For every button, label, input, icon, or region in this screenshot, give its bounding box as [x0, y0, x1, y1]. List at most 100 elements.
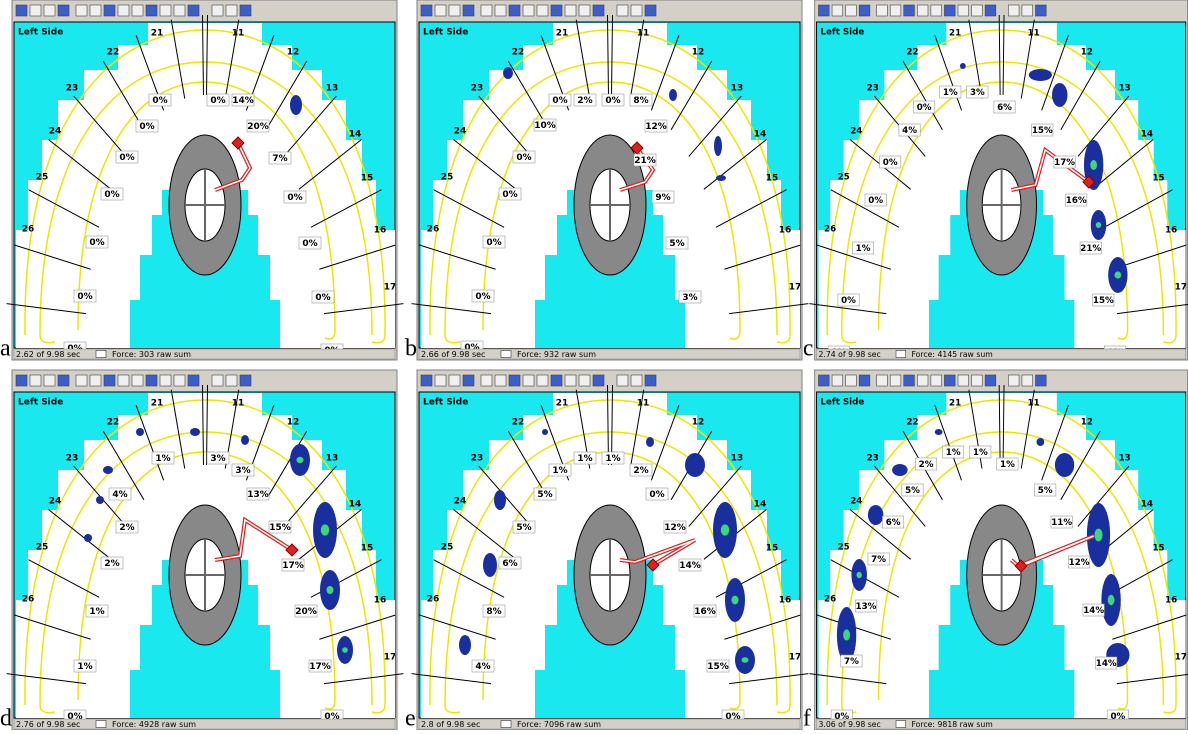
toolbar-button[interactable]: [188, 5, 199, 16]
toolbar-button[interactable]: [421, 375, 432, 386]
toolbar-button[interactable]: [435, 5, 446, 16]
toolbar-button[interactable]: [565, 5, 576, 16]
toolbar-button[interactable]: [972, 5, 983, 16]
toolbar-button[interactable]: [449, 375, 460, 386]
toolbar-button[interactable]: [565, 375, 576, 386]
toolbar-button[interactable]: [917, 375, 928, 386]
toolbar-button[interactable]: [846, 375, 857, 386]
toolbar-button[interactable]: [16, 5, 27, 16]
toolbar-button[interactable]: [523, 5, 534, 16]
toolbar-button[interactable]: [917, 5, 928, 16]
toolbar-button[interactable]: [118, 375, 129, 386]
toolbar-button[interactable]: [890, 375, 901, 386]
toolbar-button[interactable]: [44, 375, 55, 386]
toolbar-button[interactable]: [819, 375, 830, 386]
toolbar-button[interactable]: [240, 375, 251, 386]
toolbar-button[interactable]: [832, 375, 843, 386]
toolbar-button[interactable]: [958, 5, 969, 16]
toolbar-button[interactable]: [551, 375, 562, 386]
toolbar-button[interactable]: [1008, 375, 1019, 386]
toolbar-button[interactable]: [212, 5, 223, 16]
toolbar-button[interactable]: [931, 5, 942, 16]
toolbar-button[interactable]: [226, 375, 237, 386]
force-blob: [646, 437, 654, 447]
toolbar-button[interactable]: [537, 375, 548, 386]
toolbar-button[interactable]: [30, 5, 41, 16]
toolbar-button[interactable]: [76, 375, 87, 386]
tooth-label: 23: [66, 454, 79, 464]
toolbar-button[interactable]: [509, 5, 520, 16]
toolbar-button[interactable]: [551, 5, 562, 16]
toolbar-button[interactable]: [212, 375, 223, 386]
toolbar-button[interactable]: [76, 5, 87, 16]
toolbar-button[interactable]: [877, 375, 888, 386]
toolbar-button[interactable]: [523, 375, 534, 386]
toolbar-button[interactable]: [495, 375, 506, 386]
toolbar-button[interactable]: [174, 5, 185, 16]
toolbar-button[interactable]: [819, 5, 830, 16]
toolbar-button[interactable]: [160, 375, 171, 386]
toolbar-button[interactable]: [593, 375, 604, 386]
toolbar-button[interactable]: [463, 5, 474, 16]
toolbar-button[interactable]: [617, 375, 628, 386]
toolbar-button[interactable]: [463, 375, 474, 386]
toolbar-button[interactable]: [958, 375, 969, 386]
toolbar-button[interactable]: [421, 5, 432, 16]
toolbar-button[interactable]: [617, 5, 628, 16]
toolbar-button[interactable]: [859, 5, 870, 16]
toolbar-button[interactable]: [44, 5, 55, 16]
toolbar-button[interactable]: [1008, 5, 1019, 16]
toolbar-button[interactable]: [1036, 5, 1047, 16]
toolbar-button[interactable]: [132, 375, 143, 386]
toolbar-button[interactable]: [16, 375, 27, 386]
toolbar-button[interactable]: [58, 375, 69, 386]
toolbar-button[interactable]: [481, 5, 492, 16]
toolbar-button[interactable]: [972, 375, 983, 386]
toolbar-button[interactable]: [449, 5, 460, 16]
toolbar-button[interactable]: [58, 5, 69, 16]
view-label: Left Side: [423, 398, 468, 408]
toolbar-button[interactable]: [593, 5, 604, 16]
toolbar-button[interactable]: [240, 5, 251, 16]
toolbar-button[interactable]: [579, 375, 590, 386]
toolbar-button[interactable]: [146, 375, 157, 386]
toolbar-button[interactable]: [904, 5, 915, 16]
toolbar-button[interactable]: [146, 5, 157, 16]
toolbar-button[interactable]: [859, 375, 870, 386]
toolbar-button[interactable]: [631, 375, 642, 386]
toolbar-button[interactable]: [118, 5, 129, 16]
toolbar-button[interactable]: [904, 375, 915, 386]
toolbar-button[interactable]: [1022, 375, 1033, 386]
toolbar-button[interactable]: [1022, 5, 1033, 16]
toolbar-button[interactable]: [645, 375, 656, 386]
toolbar-button[interactable]: [944, 5, 955, 16]
toolbar-button[interactable]: [188, 375, 199, 386]
toolbar-button[interactable]: [495, 5, 506, 16]
toolbar-button[interactable]: [90, 5, 101, 16]
toolbar-button[interactable]: [890, 5, 901, 16]
toolbar-button[interactable]: [846, 5, 857, 16]
toolbar-button[interactable]: [160, 5, 171, 16]
toolbar-button[interactable]: [174, 375, 185, 386]
toolbar-button[interactable]: [30, 375, 41, 386]
toolbar-button[interactable]: [435, 375, 446, 386]
toolbar-button[interactable]: [931, 375, 942, 386]
toolbar-button[interactable]: [226, 5, 237, 16]
tooth-label: 23: [471, 84, 484, 94]
toolbar-button[interactable]: [481, 375, 492, 386]
toolbar-button[interactable]: [832, 5, 843, 16]
toolbar-button[interactable]: [944, 375, 955, 386]
toolbar-button[interactable]: [985, 5, 996, 16]
toolbar-button[interactable]: [104, 5, 115, 16]
toolbar-button[interactable]: [579, 5, 590, 16]
toolbar-button[interactable]: [509, 375, 520, 386]
toolbar-button[interactable]: [132, 5, 143, 16]
toolbar-button[interactable]: [90, 375, 101, 386]
toolbar-button[interactable]: [877, 5, 888, 16]
toolbar-button[interactable]: [985, 375, 996, 386]
toolbar-button[interactable]: [645, 5, 656, 16]
toolbar-button[interactable]: [631, 5, 642, 16]
toolbar-button[interactable]: [537, 5, 548, 16]
toolbar-button[interactable]: [104, 375, 115, 386]
toolbar-button[interactable]: [1036, 375, 1047, 386]
